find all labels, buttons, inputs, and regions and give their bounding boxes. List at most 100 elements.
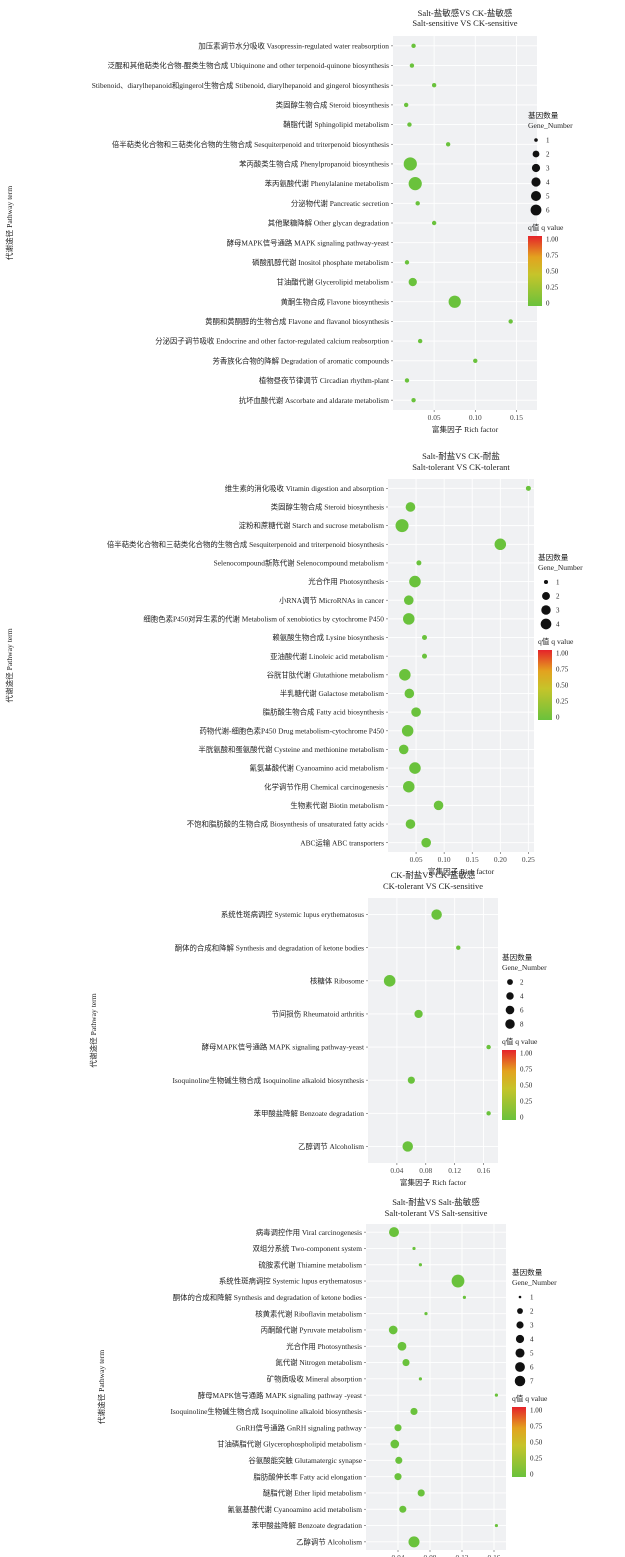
x-tick-label: 0.08 (424, 1553, 437, 1557)
enrichment-point (494, 1523, 498, 1528)
pathway-term-label: 分泌物代谢 Pancreatic secretion (291, 199, 389, 208)
color-legend-title: q值 q value (538, 636, 574, 646)
size-legend-title-cn: 基因数量 (502, 952, 533, 962)
enrichment-point (414, 1009, 423, 1019)
enrichment-point (525, 485, 531, 491)
enrichment-point (415, 201, 420, 206)
enrichment-point (402, 1358, 410, 1367)
colorbar-label: 1.00 (556, 650, 569, 658)
enrichment-point (416, 560, 422, 566)
size-legend-dot (515, 1348, 525, 1358)
pathway-term-label: 维生素的消化吸收 Vitamin digestion and absorptio… (225, 484, 385, 493)
pathway-term-label: 酵母MAPK信号通路 MAPK signaling pathway-yeast (202, 1043, 365, 1052)
enrichment-point (398, 744, 409, 755)
colorbar-label: 0 (556, 714, 560, 722)
enrichment-point (405, 502, 416, 512)
size-legend-label: 1 (530, 1294, 534, 1302)
pathway-term-label: 节间损伤 Rheumatoid arthritis (272, 1010, 364, 1019)
plot-panel (366, 1224, 506, 1550)
colorbar-label: 0 (546, 300, 550, 308)
size-legend-dot (515, 1334, 525, 1344)
x-tick-label: 0.25 (522, 855, 535, 864)
pathway-term-label: 淀粉和蔗糖代谢 Starch and sucrose metabolism (239, 521, 385, 530)
enrichment-point (407, 122, 412, 127)
x-tick-label: 0.10 (469, 413, 482, 422)
enrichment-point (424, 1312, 428, 1316)
pathway-term-label: 分泌因子调节吸收 Endocrine and other factor-regu… (155, 337, 389, 346)
enrichment-point (431, 83, 437, 88)
pathway-term-label: 系统性斑病调控 Systemic lupus erythematosus (219, 1277, 362, 1286)
size-legend-dot (532, 150, 540, 158)
colorbar-label: 1.00 (530, 1407, 543, 1415)
chart-subtitle: Salt-tolerant VS CK-tolerant (412, 462, 510, 472)
enrichment-point (401, 725, 414, 737)
pathway-term-label: 植物昼夜节律调节 Circadian rhythm-plant (259, 376, 390, 385)
pathway-term-label: 倍半萜类化合物和三萜类化合物的生物合成 Sesquiterpenoid and … (112, 140, 389, 149)
y-axis-label: 代谢途径 Pathway term (4, 628, 14, 702)
size-legend-title-en: Gene_Number (512, 1278, 557, 1287)
enrichment-point (494, 1393, 498, 1397)
color-legend-title: q值 q value (512, 1393, 548, 1403)
enrichment-point (404, 378, 410, 383)
enrichment-point (411, 397, 416, 403)
y-axis-label: 代谢途径 Pathway term (96, 1350, 106, 1424)
enrichment-point (451, 1274, 465, 1288)
x-tick-label: 0.08 (419, 1166, 432, 1175)
pathway-term-label: 不饱和脂肪酸的生物合成 Biosynthesis of unsaturated … (187, 820, 384, 829)
pathway-term-label: 芳香族化合物的降解 Degradation of aromatic compou… (212, 356, 389, 365)
pathway-term-label: 系统性斑病调控 Systemic lupus erythematosus (221, 910, 364, 919)
pathway-term-label: 苯甲酸盐降解 Benzoate degradation (252, 1521, 363, 1530)
size-legend-dot (530, 190, 542, 202)
enrichment-point (456, 945, 461, 950)
pathway-term-label: 半胱氨酸和蛋氨酸代谢 Cysteine and methionine metab… (198, 745, 384, 754)
pathway-term-label: 其他聚糖降解 Other glycan degradation (268, 219, 390, 228)
size-legend-label: 7 (530, 1378, 534, 1386)
pathway-term-label: 倍半萜类化合物和三萜类化合物的生物合成 Sesquiterpenoid and … (107, 540, 384, 549)
size-legend-label: 2 (530, 1308, 534, 1316)
enrichment-point (462, 1295, 466, 1299)
x-axis-label: 富集因子 Rich factor (432, 424, 499, 434)
pathway-term-label: 加压素调节水分吸收 Vasopressin-regulated water re… (198, 41, 389, 50)
enrichment-point (395, 519, 409, 533)
pathway-term-label: 双组分系统 Two-component system (252, 1244, 362, 1253)
x-tick-label: 0.16 (477, 1166, 490, 1175)
x-tick-label: 0.15 (466, 855, 479, 864)
chart-subtitle: CK-tolerant VS CK-sensitive (383, 881, 483, 891)
size-legend-dot (514, 1375, 526, 1387)
colorbar-label: 0.50 (530, 1439, 543, 1447)
colorbar-label: 0.75 (520, 1066, 533, 1074)
pathway-term-label: 生物素代谢 Biotin metabolism (290, 801, 384, 810)
y-axis-label: 代谢途径 Pathway term (4, 186, 14, 260)
pathway-term-label: 苯甲酸盐降解 Benzoate degradation (254, 1109, 365, 1118)
pathway-term-label: 抗坏血酸代谢 Ascorbate and aldarate metabolism (239, 396, 389, 405)
size-legend-label: 5 (546, 193, 550, 201)
size-legend-label: 8 (520, 1021, 524, 1029)
enrichment-point (486, 1044, 491, 1050)
color-legend-title: q值 q value (502, 1036, 538, 1046)
pathway-term-label: Stibenoid、diarylhepanoid和gingerol生物合成 St… (92, 81, 389, 90)
enrichment-point (399, 1505, 407, 1513)
enrichment-point (397, 1341, 407, 1351)
pathway-term-label: 乙醇调节 Alcoholism (296, 1537, 362, 1546)
chart-subtitle: Salt-sensitive VS CK-sensitive (412, 18, 517, 28)
size-legend-title-en: Gene_Number (502, 963, 547, 972)
size-legend-label: 4 (546, 179, 550, 187)
size-legend-label: 2 (556, 593, 560, 601)
plot-panel (368, 898, 498, 1163)
x-tick-label: 0.20 (494, 855, 507, 864)
enrichment-point (403, 780, 415, 793)
x-tick-label: 0.12 (456, 1553, 469, 1557)
pathway-term-label: 类固醇生物合成 Steroid biosynthesis (276, 100, 389, 109)
pathway-term-label: 酵母MAPK信号通路 MAPK signaling pathway-yeast (227, 238, 390, 247)
pathway-term-label: 黄酮生物合成 Flavone biosynthesis (281, 297, 390, 306)
pathway-term-label: Isoquinoline生物碱生物合成 Isoquinoline alkaloi… (170, 1407, 362, 1416)
pathway-term-label: 化学调节作用 Chemical carcinogenesis (264, 782, 384, 791)
enrichment-point (389, 1227, 399, 1238)
enrichment-point (412, 1246, 416, 1251)
colorbar-label: 0.50 (556, 682, 569, 690)
colorbar-label: 0.50 (520, 1082, 533, 1090)
colorbar-label: 0.25 (556, 698, 569, 706)
enrichment-point (394, 1424, 402, 1432)
x-axis-label: 富集因子 Rich factor (400, 1177, 467, 1187)
colorbar-label: 1.00 (546, 236, 559, 244)
